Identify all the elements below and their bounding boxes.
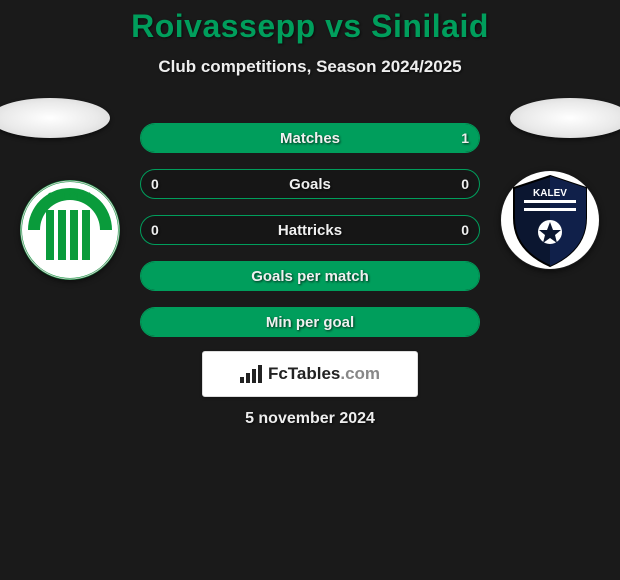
stats-container: Matches 1 Goals 0 0 Hattricks 0 0 Goals per matc…: [140, 123, 480, 337]
bar-chart-icon: [240, 365, 262, 383]
stat-row: Min per goal: [140, 307, 480, 337]
date-text: 5 november 2024: [0, 410, 620, 428]
page-title: Roivassepp vs Sinilaid: [0, 0, 620, 45]
stat-label: Hattricks: [278, 222, 342, 239]
stat-value-right: 1: [461, 130, 469, 146]
logo-text: FcTables: [268, 364, 340, 383]
logo-suffix: .com: [340, 364, 380, 383]
player-silhouette-left: [0, 98, 110, 178]
stat-label: Matches: [280, 130, 340, 147]
club-badge-right: KALEV: [500, 170, 600, 270]
club-badge-left: CFLORA: [20, 180, 120, 280]
stat-value-left: 0: [151, 222, 159, 238]
stat-value-right: 0: [461, 222, 469, 238]
stat-row: Goals per match: [140, 261, 480, 291]
club-badge-right-text: KALEV: [533, 188, 567, 199]
stat-label: Goals: [289, 176, 331, 193]
subtitle: Club competitions, Season 2024/2025: [0, 57, 620, 77]
stat-value-right: 0: [461, 176, 469, 192]
stat-row: Hattricks 0 0: [140, 215, 480, 245]
stat-label: Min per goal: [266, 314, 354, 331]
fctables-logo: FcTables.com: [202, 351, 418, 397]
club-badge-left-text: CFLORA: [47, 191, 93, 203]
player-silhouette-right: [510, 98, 620, 178]
stat-label: Goals per match: [251, 268, 369, 285]
stat-row: Goals 0 0: [140, 169, 480, 199]
stat-value-left: 0: [151, 176, 159, 192]
stat-row: Matches 1: [140, 123, 480, 153]
